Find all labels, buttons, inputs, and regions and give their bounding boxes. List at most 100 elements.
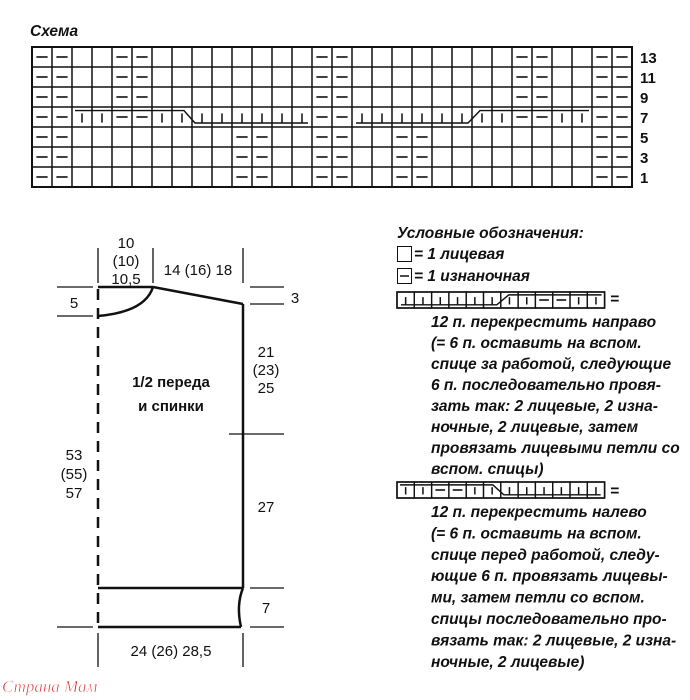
knit-stitch [491,86,513,108]
knit-stitch [471,46,493,68]
dimension-ticks [57,248,284,667]
armhole-3: 25 [258,380,275,397]
chart-row-13 [31,46,633,68]
purl-stitch [31,66,53,88]
knit-stitch [231,86,253,108]
knit-stitch [271,66,293,88]
knit-stitch [431,126,453,148]
legend-text-line: ночные, 2 лицевые) [431,654,584,671]
row-label: 1 [640,170,648,187]
purl-stitch [111,86,133,108]
knit-stitch [411,46,433,68]
purl-stitch [51,66,73,88]
purl-stitch [131,46,153,68]
purl-stitch [331,146,353,168]
knit-stitch [291,166,313,188]
cable-stitch [500,481,519,499]
knit-stitch [131,166,153,188]
chart-row-5 [31,126,633,148]
chart-row-11 [31,66,633,88]
knit-stitch [291,46,313,68]
purl-stitch [611,46,633,68]
knit-stitch [531,166,553,188]
knit-stitch [491,146,513,168]
legend-text-line: спице перед работой, следу- [431,547,660,564]
knit-stitch [71,166,93,188]
purl-stitch [231,166,253,188]
purl-stitch [591,126,613,148]
purl-stitch [591,146,613,168]
knit-stitch [231,66,253,88]
cable-stitch [465,291,485,309]
knit-stitch [391,46,413,68]
chart-row-1 [31,166,633,188]
watermark-logo: Страна Мам [2,677,97,696]
cable-left-symbol-icon [396,481,606,499]
neck-width-1: 10 [118,235,135,252]
knit-stitch [71,46,93,68]
knit-stitch [91,146,113,168]
cable-right-equals: = [610,291,619,308]
knit-stitch [211,86,233,108]
knit-stitch [571,46,593,68]
cable-cross-line [356,109,589,124]
knit-stitch [191,66,213,88]
knit-stitch [551,146,573,168]
piece-label-1: 1/2 переда [132,374,210,391]
knit-stitch [211,146,233,168]
legend-text-line: (= 6 п. оставить на вспом. [431,335,642,352]
knit-stitch [151,66,173,88]
knit-stitch [211,46,233,68]
knit-stitch [551,86,573,108]
knit-stitch [191,126,213,148]
knit-stitch [491,46,513,68]
cable-stitch [371,106,393,128]
knit-stitch [431,166,453,188]
knit-stitch [451,166,473,188]
shoulder-line [152,285,244,306]
knit-stitch [471,146,493,168]
row-label: 11 [640,70,656,87]
neck-depth: 5 [70,295,78,312]
neck-width-2: (10) [113,253,140,270]
purl-stitch [311,126,333,148]
knit-stitch [531,146,553,168]
cable-stitch [413,291,433,309]
knit-stitch [231,46,253,68]
purl-stitch [31,166,53,188]
knit-stitch [271,166,293,188]
knit-stitch [431,146,453,168]
knit-stitch [111,146,133,168]
stitch-chart-grid [31,46,633,188]
knit-stitch [291,66,313,88]
purl-stitch [311,166,333,188]
knit-stitch [371,86,393,108]
purl-stitch [131,66,153,88]
purl-stitch [251,166,273,188]
cable-stitch [271,106,293,128]
knit-stitch [571,146,593,168]
neckline-curve [97,286,155,318]
knit-stitch [291,86,313,108]
purl-stitch [31,46,53,68]
knit-stitch [371,166,393,188]
purl-stitch [391,126,413,148]
purl-stitch [591,66,613,88]
legend-text-line: спице за работой, следующие [431,356,671,373]
knit-stitch [291,146,313,168]
knit-stitch [511,146,533,168]
purl-stitch [331,46,353,68]
knit-stitch [151,46,173,68]
purl-stitch [611,106,633,128]
cable-stitch [569,481,588,499]
purl-stitch [331,126,353,148]
legend-text-line: провязать лицевыми петли со [431,440,680,457]
knit-stitch [251,66,273,88]
hem-depth: 7 [262,600,270,617]
cable-stitch [191,106,213,128]
knit-stitch [371,46,393,68]
purl-stitch [331,66,353,88]
cable-cross-line [400,484,601,496]
purl-stitch [511,86,533,108]
legend-text-line: зать так: 2 лицевые, 2 изна- [431,398,658,415]
